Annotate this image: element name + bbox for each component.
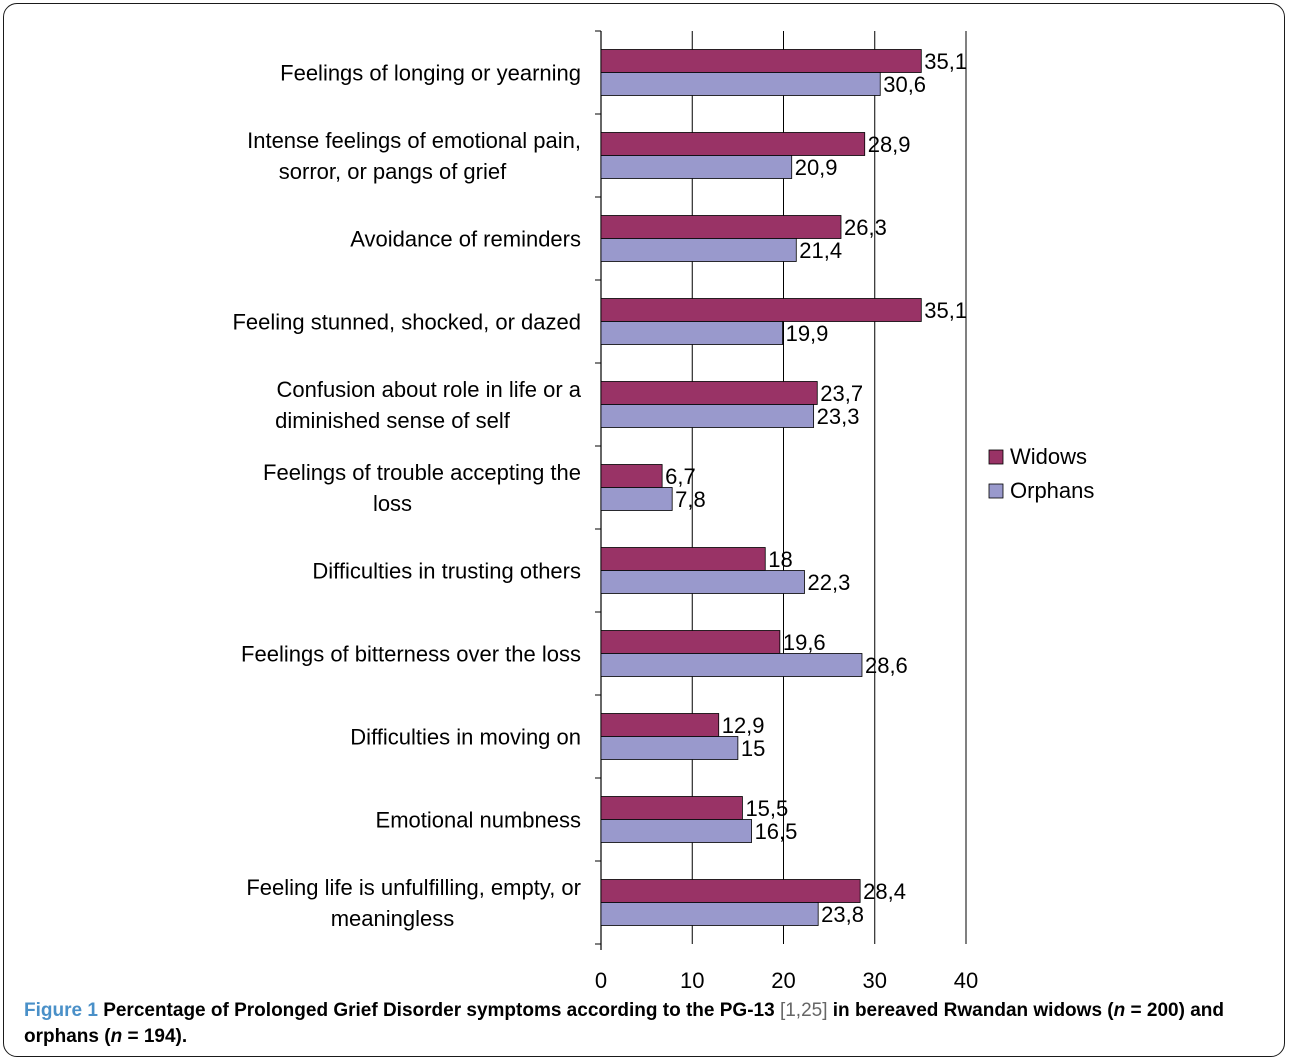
data-label: 28,6 xyxy=(865,653,908,678)
category-label: Feelings of longing or yearning xyxy=(280,61,581,86)
data-label: 21,4 xyxy=(799,238,842,263)
legend-swatch-orphans xyxy=(988,483,1004,499)
bar-widows xyxy=(600,215,842,239)
data-label: 23,8 xyxy=(821,902,864,927)
bar-widows xyxy=(600,796,743,820)
bar-widows xyxy=(600,879,861,903)
caption-text-a: Percentage of Prolonged Grief Disorder s… xyxy=(103,1000,775,1021)
data-label: 28,4 xyxy=(863,879,906,904)
figure-label: Figure 1 xyxy=(24,1000,98,1021)
data-label: 12,9 xyxy=(722,713,765,738)
data-label: 7,8 xyxy=(675,487,706,512)
caption-refs: [1,25] xyxy=(779,1000,828,1021)
category-label: Feelings of trouble accepting the xyxy=(263,460,581,485)
category-label: Difficulties in trusting others xyxy=(312,559,581,584)
category-label: sorror, or pangs of grief xyxy=(279,159,507,184)
bar-widows xyxy=(600,298,922,322)
category-label: Feeling stunned, shocked, or dazed xyxy=(232,310,581,335)
category-label: loss xyxy=(373,491,412,516)
bar-widows xyxy=(600,381,818,405)
bar-orphans xyxy=(600,736,739,760)
legend-label: Widows xyxy=(1010,444,1087,469)
bar-widows xyxy=(600,49,922,73)
data-label: 35,1 xyxy=(924,49,967,74)
category-label: meaningless xyxy=(331,906,455,931)
category-label: Feelings of bitterness over the loss xyxy=(241,642,581,667)
bar-orphans xyxy=(600,819,752,843)
data-label: 19,6 xyxy=(783,630,826,655)
figure-frame: 35,1 30,6 Feelings of longing or yearning 2… xyxy=(3,3,1285,1057)
caption-text-e: = 194). xyxy=(127,1026,188,1047)
category-label: Confusion about role in life or a xyxy=(276,377,581,402)
x-tick-label: 10 xyxy=(680,968,704,993)
bar-widows xyxy=(600,547,766,571)
bar-orphans xyxy=(600,487,673,511)
caption-n-symbol: n xyxy=(1113,1000,1126,1021)
category-label: Intense feelings of emotional pain, xyxy=(247,128,581,153)
bar-orphans xyxy=(600,570,805,594)
x-tick-label: 20 xyxy=(771,968,795,993)
bar-widows xyxy=(600,630,781,654)
caption-n-symbol: n xyxy=(110,1026,123,1047)
legend-label: Orphans xyxy=(1010,478,1094,503)
category-label: Feeling life is unfulfilling, empty, or xyxy=(246,875,581,900)
category-label: Avoidance of reminders xyxy=(350,227,581,252)
data-label: 23,7 xyxy=(820,381,863,406)
data-label: 15 xyxy=(741,736,765,761)
category-label: Difficulties in moving on xyxy=(350,725,581,750)
category-label: Emotional numbness xyxy=(376,808,581,833)
data-label: 23,3 xyxy=(817,404,860,429)
data-label: 26,3 xyxy=(844,215,887,240)
bar-orphans xyxy=(600,238,797,262)
data-label: 28,9 xyxy=(868,132,911,157)
x-tick-label: 30 xyxy=(863,968,887,993)
bar-orphans xyxy=(600,321,783,345)
x-tick-label: 0 xyxy=(595,968,607,993)
caption-text-d: orphans ( xyxy=(24,1026,111,1047)
data-label: 15,5 xyxy=(745,796,788,821)
legend-swatch-widows xyxy=(988,449,1004,465)
data-label: 22,3 xyxy=(807,570,850,595)
figure-caption: Figure 1 Percentage of Prolonged Grief D… xyxy=(24,998,1284,1050)
data-label: 6,7 xyxy=(665,464,696,489)
caption-text-b: in bereaved Rwandan widows ( xyxy=(832,1000,1114,1021)
data-label: 30,6 xyxy=(883,72,926,97)
caption-text-c: = 200) and xyxy=(1130,1000,1224,1021)
data-label: 20,9 xyxy=(795,155,838,180)
bar-orphans xyxy=(600,72,881,96)
data-label: 16,5 xyxy=(755,819,798,844)
bar-widows xyxy=(600,132,866,156)
x-tick-label: 40 xyxy=(954,968,978,993)
bar-widows xyxy=(600,464,663,488)
bar-widows xyxy=(600,713,720,737)
bar-orphans xyxy=(600,155,793,179)
category-label: diminished sense of self xyxy=(275,408,511,433)
bar-orphans xyxy=(600,653,863,677)
data-label: 18 xyxy=(768,547,792,572)
bar-orphans xyxy=(600,404,815,428)
data-label: 35,1 xyxy=(924,298,967,323)
data-label: 19,9 xyxy=(786,321,829,346)
bar-orphans xyxy=(600,902,819,926)
